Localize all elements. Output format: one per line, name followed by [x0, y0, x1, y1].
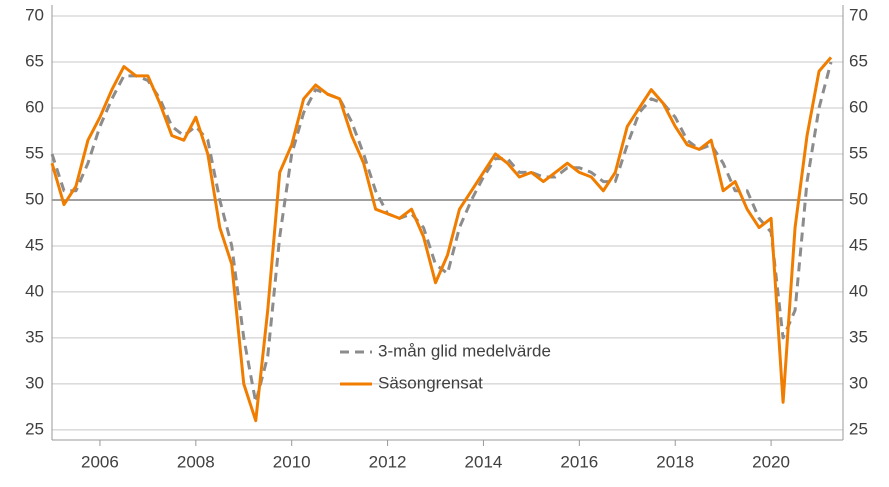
y2-tick-label: 40	[849, 281, 868, 300]
y2-tick-label: 45	[849, 235, 868, 254]
y2-tick-label: 25	[849, 419, 868, 438]
y2-tick-label: 65	[849, 52, 868, 71]
line-series	[50, 56, 833, 423]
x-tick-label: 2012	[369, 452, 407, 471]
legend-label: Säsongrensat	[378, 373, 483, 392]
y2-tick-label: 35	[849, 327, 868, 346]
y-tick-label: 55	[25, 143, 44, 162]
y-tick-label: 30	[25, 373, 44, 392]
y2-tick-label: 50	[849, 189, 868, 208]
y-tick-label: 40	[25, 281, 44, 300]
x-tick-label: 2014	[465, 452, 503, 471]
x-tick-label: 2006	[81, 452, 119, 471]
y2-tick-label: 60	[849, 97, 868, 116]
legend-label: 3-mån glid medelvärde	[378, 341, 551, 360]
x-tick-label: 2020	[752, 452, 790, 471]
x-tick-label: 2010	[273, 452, 311, 471]
x-tick-label: 2018	[656, 452, 694, 471]
y2-tick-label: 55	[849, 143, 868, 162]
y-tick-label: 60	[25, 97, 44, 116]
y-tick-label: 25	[25, 419, 44, 438]
y-tick-label: 50	[25, 189, 44, 208]
y-tick-label: 45	[25, 235, 44, 254]
x-tick-label: 2016	[560, 452, 598, 471]
y-tick-label: 70	[25, 6, 44, 25]
y-tick-label: 35	[25, 327, 44, 346]
y-tick-label: 65	[25, 52, 44, 71]
x-tick-label: 2008	[177, 452, 215, 471]
y2-tick-label: 30	[849, 373, 868, 392]
y2-tick-label: 70	[849, 6, 868, 25]
